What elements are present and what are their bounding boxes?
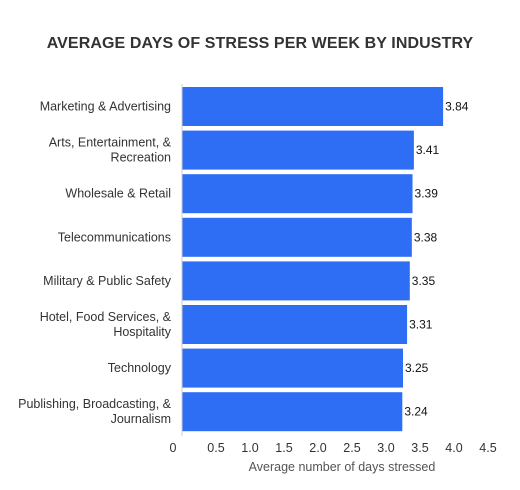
value-label-4: 3.35: [412, 274, 436, 288]
category-label-2: Wholesale & Retail: [65, 187, 171, 201]
category-label-5-line-0: Hotel, Food Services, &: [40, 310, 172, 324]
bar-7: [182, 392, 403, 432]
x-tick-label-6: 3.0: [377, 441, 394, 455]
category-label-7: Publishing, Broadcasting, & Journalism: [18, 397, 172, 426]
value-label-0: 3.84: [445, 100, 469, 114]
bar-5: [182, 305, 408, 344]
bar-0: [182, 87, 444, 126]
x-tick-label-8: 4.0: [445, 441, 462, 455]
value-label-2: 3.39: [415, 187, 439, 201]
x-tick-label-7: 3.5: [411, 441, 428, 455]
value-label-5: 3.31: [409, 318, 433, 332]
value-label-3: 3.38: [414, 230, 438, 244]
x-tick-label-5: 2.5: [343, 441, 360, 455]
category-label-2-line-0: Wholesale & Retail: [65, 187, 171, 201]
bar-4: [182, 261, 410, 301]
category-label-7-line-0: Publishing, Broadcasting, &: [18, 397, 172, 411]
category-label-4: Military & Public Safety: [43, 274, 172, 288]
x-tick-label-3: 1.5: [275, 441, 292, 455]
value-label-1: 3.41: [416, 143, 440, 157]
x-axis-title: Average number of days stressed: [249, 460, 436, 474]
category-label-4-line-0: Military & Public Safety: [43, 274, 172, 288]
category-label-1-line-0: Arts, Entertainment, &: [49, 136, 172, 150]
bar-2: [182, 174, 413, 214]
bar-1: [182, 130, 414, 170]
bar-3: [182, 217, 412, 257]
bar-6: [182, 348, 403, 388]
category-label-6-line-0: Technology: [108, 361, 172, 375]
category-label-3: Telecommunications: [58, 230, 171, 244]
category-label-5: Hotel, Food Services, & Hospitality: [40, 310, 172, 339]
x-tick-label-1: 0.5: [207, 441, 224, 455]
category-label-6: Technology: [108, 361, 172, 375]
category-label-1: Arts, Entertainment, & Recreation: [49, 136, 172, 165]
x-tick-label-2: 1.0: [241, 441, 258, 455]
category-label-0-line-0: Marketing & Advertising: [40, 100, 171, 114]
category-label-0: Marketing & Advertising: [40, 100, 171, 114]
chart-title: AVERAGE DAYS OF STRESS PER WEEK BY INDUS…: [46, 35, 474, 52]
category-label-3-line-0: Telecommunications: [58, 230, 171, 244]
category-label-7-line-1: Journalism: [111, 412, 171, 426]
category-label-5-line-1: Hospitality: [113, 325, 171, 339]
value-label-7: 3.24: [404, 405, 428, 419]
category-label-1-line-1: Recreation: [111, 151, 171, 165]
x-tick-label-9: 4.5: [479, 441, 496, 455]
x-tick-label-0: 0: [170, 441, 177, 455]
value-label-6: 3.25: [405, 361, 429, 375]
x-tick-label-4: 2.0: [309, 441, 326, 455]
